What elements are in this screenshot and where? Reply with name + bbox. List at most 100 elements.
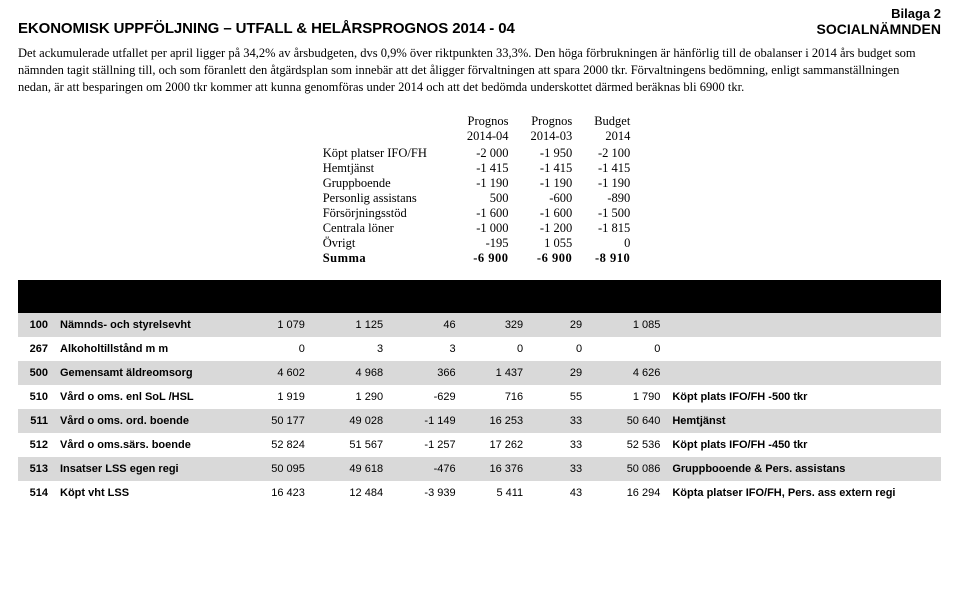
row-c4: 17 262 [462,433,530,457]
row-c6: 16 294 [588,481,666,505]
row-c5: 55 [529,385,588,409]
summary-row-c3: -1 815 [594,221,636,236]
row-c3: 46 [389,312,462,337]
summary-row-label: Hemtjänst [323,161,467,176]
row-c2: 49 028 [311,409,389,433]
row-komm [666,337,941,361]
summary-row-label: Personlig assistans [323,191,467,206]
row-c3: -1 149 [389,409,462,433]
corner1: Öckerö [20,284,58,296]
row-c5: 29 [529,361,588,385]
summary-row: Gruppboende-1 190-1 190-1 190 [323,176,637,191]
row-name: Insatser LSS egen regi [54,457,224,481]
row-name: Alkoholtillstånd m m [54,337,224,361]
summary-row-label: Köpt platser IFO/FH [323,146,467,161]
table-row: 514Köpt vht LSS16 42312 484-3 9395 41143… [18,481,941,505]
table-row: 267Alkoholtillstånd m m033000 [18,337,941,361]
row-c6: 52 536 [588,433,666,457]
summary-row-c3: -890 [594,191,636,206]
row-c3: -629 [389,385,462,409]
data-table-head: Öckerö kommun 2014-04 Årsprognos Årsbudg… [18,280,941,313]
body-paragraph: Det ackumulerade utfallet per april ligg… [18,45,928,96]
summary-row-c1: -2 000 [467,146,531,161]
row-c4: 5 411 [462,481,530,505]
row-c4: 716 [462,385,530,409]
summary-row-c1: -1 190 [467,176,531,191]
row-c4: 16 376 [462,457,530,481]
h-forbr: Förbr% [529,280,588,313]
summary-row-c1: -1 000 [467,221,531,236]
row-c1: 4 602 [224,361,311,385]
summary-table: Prognos Prognos Budget 2014-04 2014-03 2… [323,114,637,266]
table-row: 511Vård o oms. ord. boende50 17749 028-1… [18,409,941,433]
row-c2: 1 125 [311,312,389,337]
summary-row-c1: -1 600 [467,206,531,221]
summary-h1-c1: Prognos [467,114,531,129]
table-row: 500Gemensamt äldreomsorg4 6024 9683661 4… [18,361,941,385]
summary-row-c3: -1 500 [594,206,636,221]
summary-row-c1: -195 [467,236,531,251]
h-arsprog: Årsprognos [224,280,311,313]
h-komm: Kommentar [666,280,941,313]
summary-row-label: Försörjningsstöd [323,206,467,221]
row-komm: Hemtjänst [666,409,941,433]
socialnamnden-label: SOCIALNÄMNDEN [817,21,941,37]
row-c3: 3 [389,337,462,361]
row-c5: 33 [529,457,588,481]
page-header: EKONOMISK UPPFÖLJNING – utfall & helårsp… [18,6,941,37]
row-c3: 366 [389,361,462,385]
summary-row-c3: -1 415 [594,161,636,176]
row-c6: 1 790 [588,385,666,409]
summary-row-c3: 0 [594,236,636,251]
row-komm: Gruppbooende & Pers. assistans [666,457,941,481]
row-c1: 1 079 [224,312,311,337]
summary-sum-row: Summa -6 900 -6 900 -8 910 [323,251,637,266]
row-c3: -476 [389,457,462,481]
row-name: Vård o oms. enl SoL /HSL [54,385,224,409]
summary-row-c2: -1 600 [531,206,595,221]
row-c5: 29 [529,312,588,337]
row-code: 514 [18,481,54,505]
row-c2: 4 968 [311,361,389,385]
row-c1: 16 423 [224,481,311,505]
summary-row: Personlig assistans500-600-890 [323,191,637,206]
row-c3: -3 939 [389,481,462,505]
row-code: 511 [18,409,54,433]
row-c5: 0 [529,337,588,361]
row-name: Gemensamt äldreomsorg [54,361,224,385]
row-c2: 51 567 [311,433,389,457]
summary-row-c2: -1 200 [531,221,595,236]
summary-row: Övrigt-1951 0550 [323,236,637,251]
row-c6: 50 086 [588,457,666,481]
period: 2014-04 [78,296,118,308]
row-komm: Köpt plats IFO/FH -500 tkr [666,385,941,409]
summary-row-c3: -2 100 [594,146,636,161]
corner2: kommun [20,296,66,308]
summary-sum-c1: -6 900 [467,251,531,266]
row-code: 500 [18,361,54,385]
row-name: Vård o oms. ord. boende [54,409,224,433]
summary-row-label: Övrigt [323,236,467,251]
row-c1: 0 [224,337,311,361]
row-c4: 329 [462,312,530,337]
summary-row-c2: -1 415 [531,161,595,176]
row-c3: -1 257 [389,433,462,457]
row-c2: 12 484 [311,481,389,505]
summary-row-c2: 1 055 [531,236,595,251]
summary-row-label: Centrala löner [323,221,467,236]
row-c6: 4 626 [588,361,666,385]
row-c1: 50 095 [224,457,311,481]
row-c4: 16 253 [462,409,530,433]
row-komm: Köpt plats IFO/FH -450 tkr [666,433,941,457]
table-row: 100Nämnds- och styrelsevht1 0791 1254632… [18,312,941,337]
row-c6: 1 085 [588,312,666,337]
row-c1: 50 177 [224,409,311,433]
data-table: Öckerö kommun 2014-04 Årsprognos Årsbudg… [18,280,941,505]
row-c5: 43 [529,481,588,505]
row-komm: Köpta platser IFO/FH, Pers. ass extern r… [666,481,941,505]
summary-row-c2: -1 950 [531,146,595,161]
data-corner: Öckerö kommun 2014-04 [18,280,224,313]
summary-row-c1: -1 415 [467,161,531,176]
row-c2: 1 290 [311,385,389,409]
summary-row-label: Gruppboende [323,176,467,191]
